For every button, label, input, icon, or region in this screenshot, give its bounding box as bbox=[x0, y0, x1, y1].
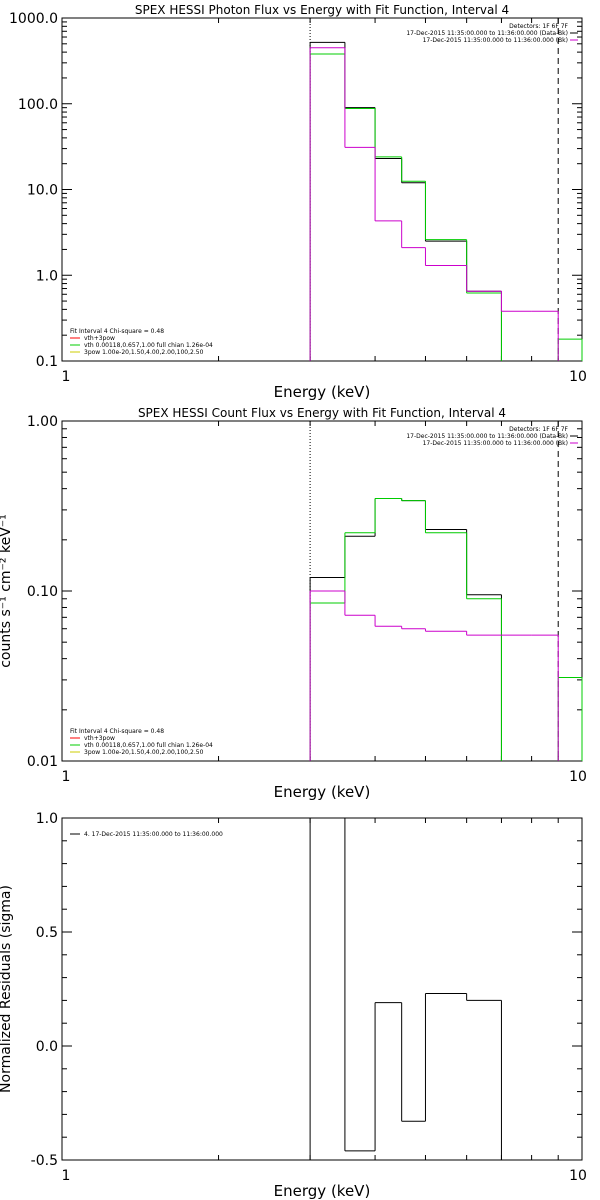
y-tick-label: 0.5 bbox=[36, 925, 58, 941]
y-tick-label: 10.0 bbox=[27, 183, 58, 199]
series-3 bbox=[309, 47, 559, 361]
y-tick-label: -0.5 bbox=[31, 1153, 58, 1169]
y-tick-label: 1.00 bbox=[27, 414, 58, 430]
legend-entry: vth 0.00118,0.657,1.00 full chian 1.26e-… bbox=[84, 742, 213, 749]
series-2 bbox=[309, 53, 583, 361]
chart-panel-1 bbox=[61, 17, 583, 362]
x-tick-label: 10 bbox=[569, 369, 587, 385]
legend-entry: 4. 17-Dec-2015 11:35:00.000 to 11:36:00.… bbox=[84, 831, 223, 838]
x-tick-label: 1 bbox=[62, 769, 71, 785]
series-1 bbox=[309, 41, 502, 361]
legend-entry: vth+3pow bbox=[84, 335, 115, 342]
y-tick-label: 0.1 bbox=[36, 354, 58, 370]
y-axis-label: counts s⁻¹ cm⁻² keV⁻¹ bbox=[0, 514, 14, 668]
series-3 bbox=[309, 590, 559, 761]
plot-frame bbox=[61, 17, 583, 362]
chart-title: SPEX HESSI Count Flux vs Energy with Fit… bbox=[138, 406, 506, 420]
x-tick-label: 10 bbox=[569, 769, 587, 785]
legend-entry: Detectors: 1F 6F 7F bbox=[509, 426, 568, 433]
legend-entry: 17-Dec-2015 11:35:00.000 to 11:36:00.000… bbox=[423, 37, 568, 44]
series-2 bbox=[309, 498, 583, 761]
legend-entry: vth 0.00118,0.657,1.00 full chian 1.26e-… bbox=[84, 342, 213, 349]
legend-entry: Fit Interval 4 Chi-square = 0.48 bbox=[70, 328, 164, 335]
x-axis-label: Energy (keV) bbox=[274, 783, 371, 801]
y-tick-label: 100.0 bbox=[18, 97, 58, 113]
series-1 bbox=[309, 817, 502, 1160]
y-tick-label: 1.0 bbox=[36, 268, 58, 284]
x-tick-label: 1 bbox=[62, 369, 71, 385]
legend-entry: 17-Dec-2015 11:35:00.000 to 11:36:00.000… bbox=[423, 440, 568, 447]
x-axis-label: Energy (keV) bbox=[274, 1182, 371, 1200]
chart-panel-3 bbox=[61, 817, 583, 1161]
x-axis-label: Energy (keV) bbox=[274, 383, 371, 401]
legend-entry: Detectors: 1F 6F 7F bbox=[509, 23, 568, 30]
legend-entry: Fit Interval 4 Chi-square = 0.48 bbox=[70, 728, 164, 735]
legend-entry: vth+3pow bbox=[84, 735, 115, 742]
series-1 bbox=[309, 498, 502, 761]
y-tick-label: 0.10 bbox=[27, 584, 58, 600]
x-tick-label: 1 bbox=[62, 1168, 71, 1184]
y-tick-label: 1.0 bbox=[36, 811, 58, 827]
legend-entry: 17-Dec-2015 11:35:00.000 to 11:36:00.000… bbox=[406, 433, 568, 440]
y-tick-label: 0.01 bbox=[27, 754, 58, 770]
legend-entry: 3pow 1.00e-20,1.50,4.00,2.00,100,2.50 bbox=[84, 749, 204, 756]
x-tick-label: 10 bbox=[569, 1168, 587, 1184]
y-tick-label: 1000.0 bbox=[9, 11, 58, 27]
legend-entry: 17-Dec-2015 11:35:00.000 to 11:36:00.000… bbox=[406, 30, 568, 37]
chart-panel-2 bbox=[61, 420, 583, 762]
chart-title: SPEX HESSI Photon Flux vs Energy with Fi… bbox=[135, 3, 509, 17]
legend-entry: 3pow 1.00e-20,1.50,4.00,2.00,100,2.50 bbox=[84, 349, 204, 356]
plot-frame bbox=[61, 817, 583, 1161]
y-tick-label: 0.0 bbox=[36, 1039, 58, 1055]
y-axis-label: Normalized Residuals (sigma) bbox=[0, 885, 14, 1093]
